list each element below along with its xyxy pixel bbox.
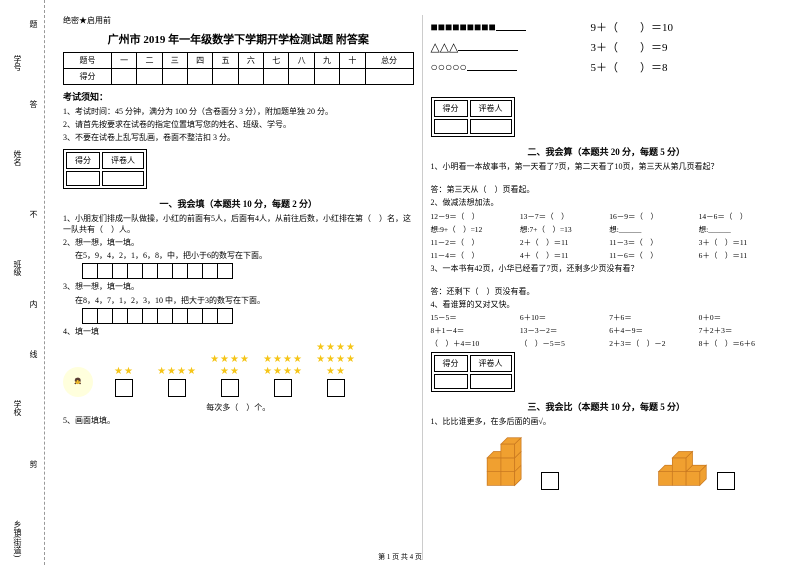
binding-l3: 学校 [12,400,23,416]
cubes-row [431,435,783,490]
calc-grid-2: 15－5＝6＋10＝7＋6＝0＋0＝ 8＋1－4＝13－3－2＝6＋4－9＝7＋… [431,312,783,349]
st-c7: 七 [264,53,289,69]
st-c4: 四 [187,53,212,69]
cube-stack-2 [654,435,709,490]
s1-q1: 1、小朋友们排成一队做操，小红的前面有5人，后面有4人，从前往后数，小红排在第（… [63,213,414,235]
s1-q3: 3、想一想，填一填。 [63,281,414,292]
s1-q5: 5、画面填填。 [63,415,414,426]
binding-l4: 线 [28,350,39,358]
s2-q4: 4、看谁算的又对又快。 [431,299,783,310]
rule-2: 2、请首先按要求在试卷的指定位置填写您的姓名、班级、学号。 [63,119,414,130]
exam-title: 广州市 2019 年一年级数学下学期开学检测试题 附答案 [63,31,414,47]
binding-l5: 内 [28,300,39,308]
s3-q1: 1、比比谁更多，在多后面的画√。 [431,416,783,427]
sb2-c1: 得分 [434,100,468,117]
rule-1: 1、考试时间：45 分钟，满分为 100 分（含卷面分 3 分），附加题单独 2… [63,106,414,117]
sb3-c2: 评卷人 [470,355,512,372]
rules-title: 考试须知： [63,90,414,103]
score-box-3: 得分评卷人 [431,352,515,392]
st-r2: 得分 [64,69,112,85]
section-1-title: 一、我会填（本题共 10 分，每题 2 分） [63,197,414,210]
st-c9: 九 [314,53,339,69]
binding-l2: 剪 [28,460,39,468]
eq-1: 9＋（ ）＝10 [591,19,674,35]
st-c3: 三 [162,53,187,69]
calc-grid-1: 12－9＝（ ）13－7＝（ ）16－9＝（ ）14－6＝（ ） 想:9+（ ）… [431,211,783,261]
binding-l10: 学号 [12,55,23,71]
rule-3: 3、不要在试卷上乱写乱画，卷面不整洁扣 3 分。 [63,132,414,143]
cube-stack-1 [478,435,533,490]
shape-row-3: ○○○○○ 5＋（ ）＝8 [431,59,783,75]
grid-boxes-2 [83,308,414,324]
st-c10: 十 [340,53,365,69]
score-table: 题号 一 二 三 四 五 六 七 八 九 十 总分 得分 [63,52,414,85]
right-column: ■■■■■■■■■ 9＋（ ）＝10 △△△ 3＋（ ）＝9 ○○○○○ 5＋（… [423,15,791,560]
score-box-1: 得分评卷人 [63,149,147,189]
s1-q4b: 每次多（ ）个。 [63,402,414,413]
grid-boxes-1 [83,263,414,279]
binding-l7: 不 [28,210,39,218]
s1-q4: 4、填一填 [63,326,414,337]
s2-q3a: 答：还剩下（ ）页没有看。 [431,286,783,297]
s1-q2a: 在5，9，4，2，1，6，8，中，把小于6的数写在下面。 [75,250,414,261]
eq-2: 3＋（ ）＝9 [591,39,668,55]
binding-l9: 答 [28,100,39,108]
section-2-title: 二、我会算（本题共 20 分，每题 5 分） [431,145,783,158]
st-c1: 一 [111,53,136,69]
binding-l11: 题 [28,20,39,28]
binding-l8: 姓名 [12,150,23,166]
eq-3: 5＋（ ）＝8 [591,59,668,75]
s2-q2: 2、做减法想加法。 [431,197,783,208]
st-c5: 五 [213,53,238,69]
shape-row-1: ■■■■■■■■■ 9＋（ ）＝10 [431,19,783,35]
binding-l6: 班级 [12,260,23,276]
sb-c1: 得分 [66,152,100,169]
s1-q3a: 在8，4，7，1，2，3，10 中，把大于3的数写在下面。 [75,295,414,306]
score-box-2: 得分评卷人 [431,97,515,137]
st-c11: 总分 [365,53,413,69]
shape-row-2: △△△ 3＋（ ）＝9 [431,39,783,55]
s2-q3: 3、一本书有42页，小华已经看了7页，还剩多少页没有看？ [431,263,783,274]
sb3-c1: 得分 [434,355,468,372]
left-column: 绝密★启用前 广州市 2019 年一年级数学下学期开学检测试题 附答案 题号 一… [55,15,423,560]
s2-q1a: 答：第三天从（ ）页看起。 [431,184,783,195]
stars-row: 👧 ★★ ★★★★ ★★★★★★ ★★★★★★★★ ★★★★★★★★★★ [63,342,414,397]
st-c2: 二 [137,53,162,69]
st-c6: 六 [238,53,263,69]
confidential-label: 绝密★启用前 [63,15,414,26]
answer-box-1 [541,472,559,490]
sb-c2: 评卷人 [102,152,144,169]
sb2-c2: 评卷人 [470,100,512,117]
section-3-title: 三、我会比（本题共 10 分，每题 5 分） [431,400,783,413]
answer-box-2 [717,472,735,490]
child-icon: 👧 [63,367,93,397]
st-c0: 题号 [64,53,112,69]
binding-margin: 乡镇(街道) 剪 学校 线 内 班级 不 姓名 答 学号 题 [0,0,45,565]
s1-q2: 2、想一想，填一填。 [63,237,414,248]
s2-q1: 1、小明看一本故事书，第一天看了7页，第二天看了10页，第三天从第几页看起？ [431,161,783,172]
page-footer: 第 1 页 共 4 页 [0,552,800,562]
st-c8: 八 [289,53,314,69]
